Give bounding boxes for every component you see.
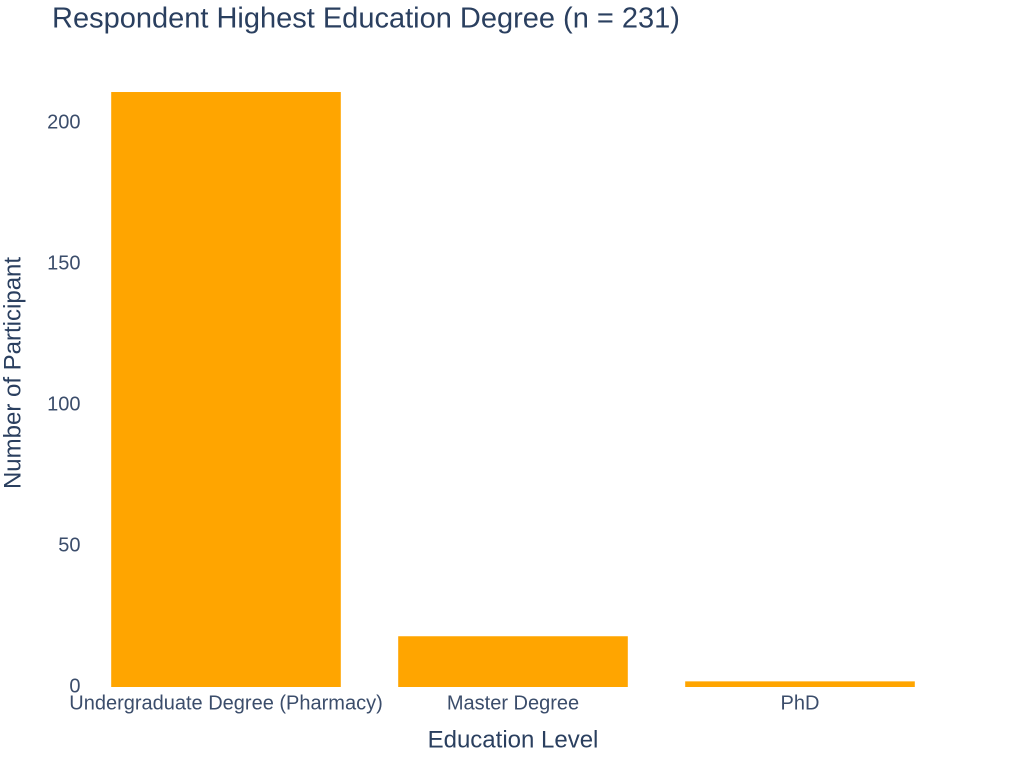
bar (398, 636, 628, 687)
x-tick-label: Master Degree (447, 692, 579, 714)
x-tick-label: Undergraduate Degree (Pharmacy) (69, 692, 383, 714)
y-tick-label: 0 (69, 675, 80, 697)
chart-title: Respondent Highest Education Degree (n =… (52, 3, 680, 35)
y-tick-label: 150 (47, 252, 80, 274)
x-axis-title: Education Level (428, 726, 599, 753)
bar (111, 92, 341, 688)
y-tick-label: 100 (47, 393, 80, 415)
y-tick-label: 200 (47, 111, 80, 133)
x-tick-label: PhD (781, 692, 820, 714)
y-tick-label: 50 (58, 534, 80, 556)
bar (685, 681, 915, 687)
y-axis-title: Number of Participant (0, 257, 26, 489)
